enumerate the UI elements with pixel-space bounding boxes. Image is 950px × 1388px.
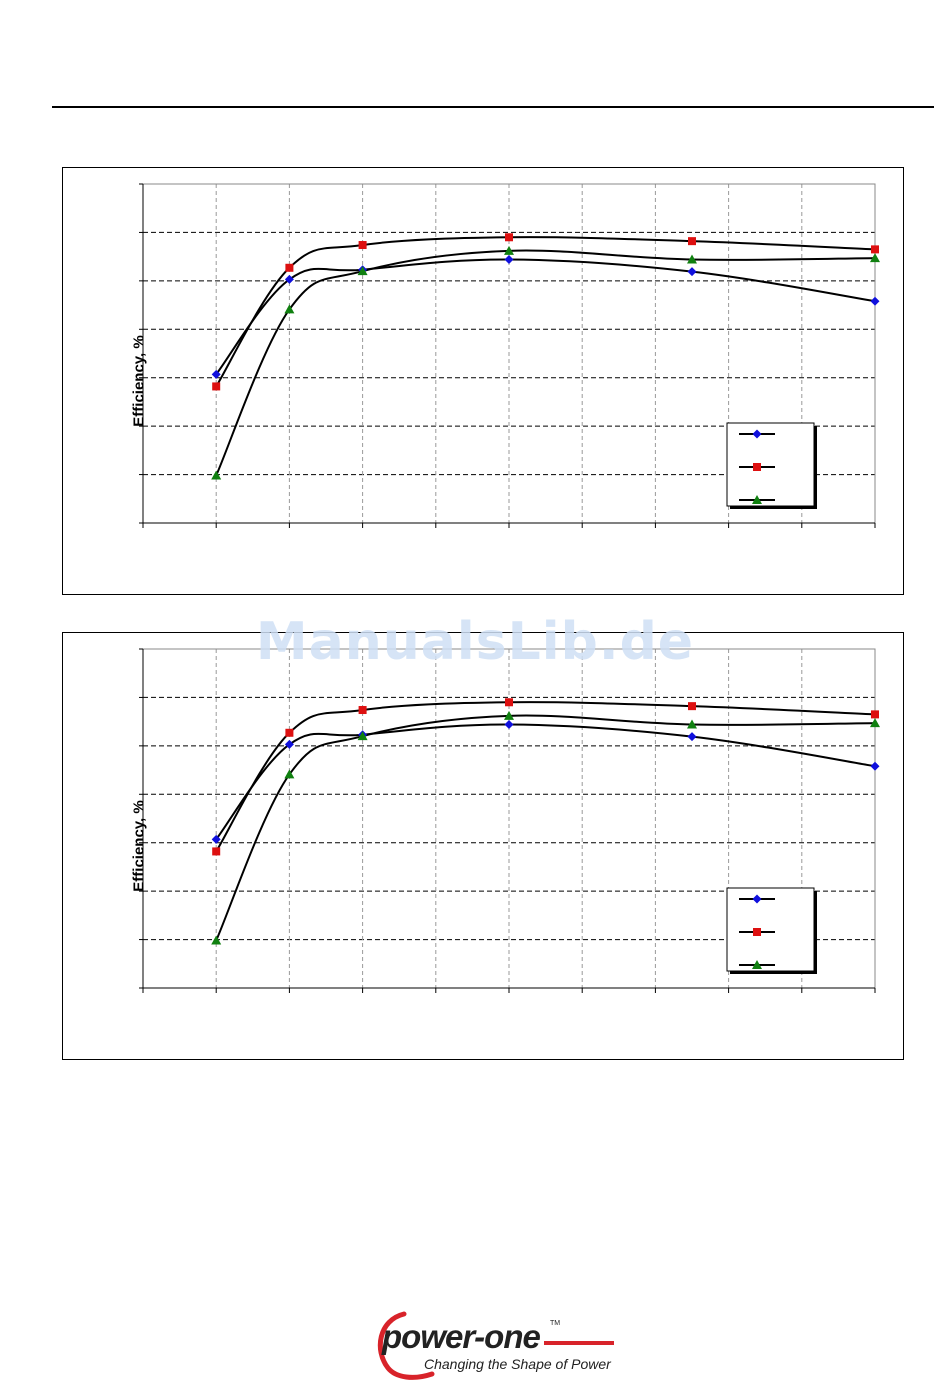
data-point-series-1: [870, 761, 880, 771]
series-line-3: [215, 249, 876, 476]
efficiency-chart-bottom: Efficiency, %: [62, 632, 904, 1060]
data-point-series-2: [871, 710, 879, 719]
logo-red-line: [544, 1341, 614, 1345]
legend-box: [726, 422, 815, 507]
legend-box: [726, 887, 815, 972]
data-point-series-2: [212, 847, 221, 856]
power-one-logo: power-one TM Changing the Shape of Power: [374, 1306, 624, 1380]
data-point-series-3: [357, 731, 368, 741]
data-point-series-3: [687, 719, 697, 729]
data-point-series-3: [357, 266, 368, 276]
legend-marker-2: [753, 463, 761, 471]
data-point-series-3: [284, 304, 295, 314]
data-point-series-3: [870, 253, 880, 263]
legend-marker-3: [752, 960, 762, 969]
legend-marker-3: [752, 495, 762, 504]
y-axis-label: Efficiency, %: [130, 800, 148, 892]
series-line-1: [215, 723, 876, 840]
data-point-series-2: [285, 263, 294, 272]
data-point-series-2: [358, 241, 367, 250]
data-point-series-1: [284, 274, 294, 284]
series-line-2: [215, 701, 876, 852]
data-point-series-1: [211, 834, 221, 844]
data-point-series-3: [870, 718, 880, 728]
logo-tagline: Changing the Shape of Power: [424, 1356, 611, 1372]
series-line-1: [215, 258, 876, 375]
data-point-series-2: [688, 702, 696, 711]
data-point-series-1: [687, 267, 697, 277]
logo-trademark: TM: [550, 1320, 561, 1327]
data-point-series-3: [504, 710, 514, 720]
chart-plot-top: [139, 183, 880, 528]
data-point-series-2: [505, 698, 513, 707]
data-point-series-3: [211, 935, 222, 945]
data-point-series-2: [285, 728, 294, 737]
header-rule: [52, 106, 934, 108]
data-point-series-2: [871, 245, 879, 254]
data-point-series-2: [358, 706, 367, 715]
data-point-series-3: [211, 470, 222, 480]
data-point-series-1: [870, 296, 880, 306]
data-point-series-3: [284, 769, 295, 779]
logo-wordmark: power-one: [382, 1318, 541, 1355]
legend-marker-2: [753, 928, 761, 936]
series-line-3: [215, 714, 876, 941]
chart-plot-bottom: [139, 648, 880, 993]
data-point-series-1: [504, 255, 514, 265]
logo-swoosh-icon: [377, 1311, 435, 1380]
data-point-series-1: [687, 732, 697, 742]
data-point-series-2: [688, 237, 696, 246]
data-point-series-2: [505, 233, 513, 242]
series-line-2: [215, 236, 876, 387]
data-point-series-3: [687, 254, 697, 264]
data-point-series-1: [211, 369, 221, 379]
data-point-series-1: [504, 720, 514, 730]
data-point-series-1: [284, 739, 294, 749]
data-point-series-2: [212, 382, 221, 391]
legend-marker-1: [752, 894, 762, 904]
y-axis-label: Efficiency, %: [130, 335, 148, 427]
efficiency-chart-top: Efficiency, %: [62, 167, 904, 595]
data-point-series-3: [504, 245, 514, 255]
legend-marker-1: [752, 429, 762, 439]
